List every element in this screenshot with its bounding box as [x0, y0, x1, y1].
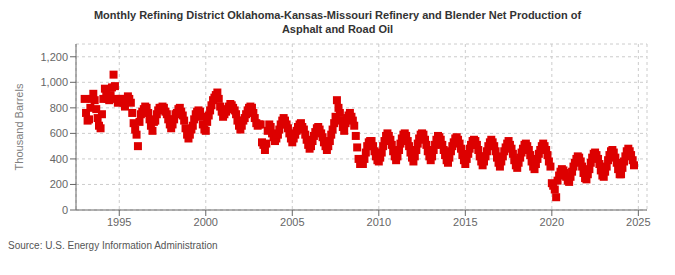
svg-text:2005: 2005	[280, 216, 304, 228]
html-text:Source: U.S. Energy Informatio: Source: U.S. Energy Information Administ…	[8, 240, 218, 251]
svg-text:0: 0	[62, 204, 68, 216]
html-text:Monthly Refining District Okla: Monthly Refining District Oklahoma-Kansa…	[93, 9, 582, 21]
svg-text:1,000: 1,000	[40, 76, 68, 88]
svg-text:2025: 2025	[626, 216, 650, 228]
svg-text:2020: 2020	[540, 216, 564, 228]
svg-text:2015: 2015	[453, 216, 477, 228]
svg-text:1,200: 1,200	[40, 51, 68, 63]
svg-text:800: 800	[50, 102, 68, 114]
svg-text:1995: 1995	[107, 216, 131, 228]
svg-text:400: 400	[50, 153, 68, 165]
svg-text:200: 200	[50, 178, 68, 190]
svg-text:2010: 2010	[367, 216, 391, 228]
html-text:Asphalt and Road Oil: Asphalt and Road Oil	[281, 23, 394, 35]
svg-text:600: 600	[50, 127, 68, 139]
svg-text:2000: 2000	[194, 216, 218, 228]
svg-text:Thousand Barrels: Thousand Barrels	[13, 83, 25, 170]
